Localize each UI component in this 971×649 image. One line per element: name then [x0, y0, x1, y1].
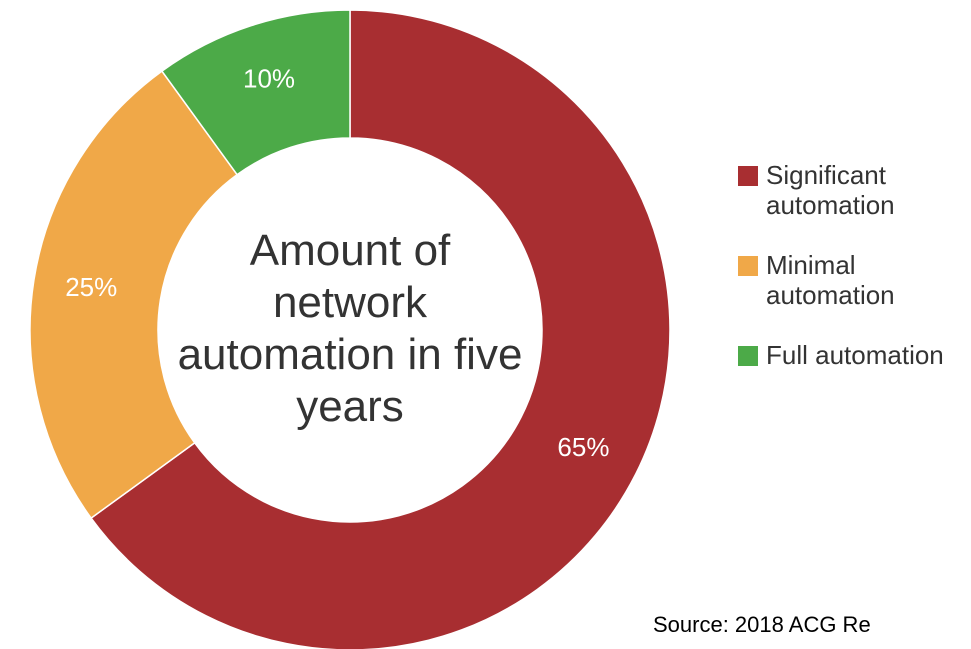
legend-swatch — [738, 256, 758, 276]
data-label: 65% — [557, 432, 609, 462]
legend-label: Minimal automation — [766, 250, 895, 310]
legend-item: Minimal automation — [738, 250, 966, 310]
legend-item: Significant automation — [738, 160, 966, 220]
chart-title: Amount of network automation in five yea… — [177, 226, 523, 431]
donut-segment — [90, 9, 671, 649]
legend-label: Significant automation — [766, 160, 895, 220]
legend: Significant automation Minimal automation… — [738, 160, 966, 400]
legend-swatch — [738, 166, 758, 186]
donut-segment — [29, 70, 239, 520]
legend-item: Full automation — [738, 340, 966, 370]
source: Source: 2018 ACG Re — [653, 612, 871, 637]
data-label: 10% — [243, 64, 295, 94]
donut-segment — [160, 9, 351, 176]
legend-swatch — [738, 346, 758, 366]
data-label: 25% — [65, 272, 117, 302]
legend-label: Full automation — [766, 340, 944, 370]
